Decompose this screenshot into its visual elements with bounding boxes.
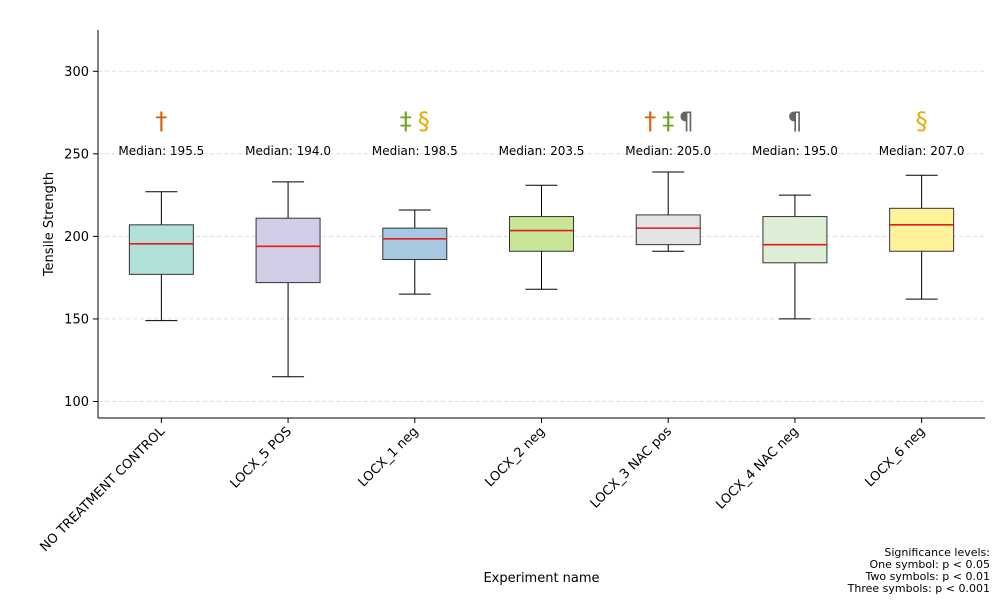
- x-tick-label: LOCX_4 NAC neg: [713, 424, 801, 512]
- median-label: Median: 203.5: [499, 144, 585, 158]
- y-tick-label: 100: [64, 395, 89, 410]
- x-axis-title: Experiment name: [483, 571, 599, 586]
- y-tick-label: 150: [64, 312, 89, 327]
- y-tick-label: 250: [64, 147, 89, 162]
- box-iqr: [509, 216, 574, 252]
- significance-symbol: ¶: [679, 107, 694, 135]
- box-iqr: [635, 214, 701, 246]
- significance-note-line-1: One symbol: p < 0.05: [869, 558, 990, 571]
- y-tick-label: 200: [64, 230, 89, 245]
- median-label: Median: 205.0: [625, 144, 711, 158]
- median-label: Median: 194.0: [245, 144, 331, 158]
- box-iqr: [889, 207, 955, 252]
- box-iqr: [762, 216, 828, 264]
- median-label: Median: 207.0: [879, 144, 965, 158]
- box-iqr: [128, 224, 194, 275]
- median-label: Median: 195.5: [118, 144, 204, 158]
- x-tick-label: LOCX_6 neg: [862, 424, 928, 490]
- y-axis-title: Tensile Strength: [42, 172, 57, 277]
- significance-symbol: §: [916, 107, 928, 135]
- significance-note-line-3: Three symbols: p < 0.001: [847, 582, 990, 595]
- significance-symbol: ‡: [662, 107, 674, 135]
- significance-symbol: †: [155, 107, 167, 135]
- box-iqr: [382, 227, 448, 260]
- significance-symbol: §: [418, 107, 430, 135]
- x-tick-label: LOCX_3 NAC pos: [588, 424, 675, 511]
- significance-symbol: †: [644, 107, 656, 135]
- significance-note-title: Significance levels:: [884, 546, 990, 559]
- x-tick-label: NO TREATMENT CONTROL: [38, 424, 169, 555]
- x-tick-label: LOCX_1 neg: [356, 424, 422, 490]
- x-tick-label: LOCX_2 neg: [482, 424, 548, 490]
- median-label: Median: 195.0: [752, 144, 838, 158]
- x-tick-label: LOCX_5 POS: [228, 424, 295, 491]
- median-label: Median: 198.5: [372, 144, 458, 158]
- y-tick-label: 300: [64, 65, 89, 80]
- significance-symbol: ¶: [787, 107, 802, 135]
- significance-symbol: ‡: [400, 107, 412, 135]
- significance-note: Significance levels: One symbol: p < 0.0…: [848, 547, 990, 595]
- box-iqr: [255, 217, 321, 284]
- significance-note-line-2: Two symbols: p < 0.01: [865, 570, 990, 583]
